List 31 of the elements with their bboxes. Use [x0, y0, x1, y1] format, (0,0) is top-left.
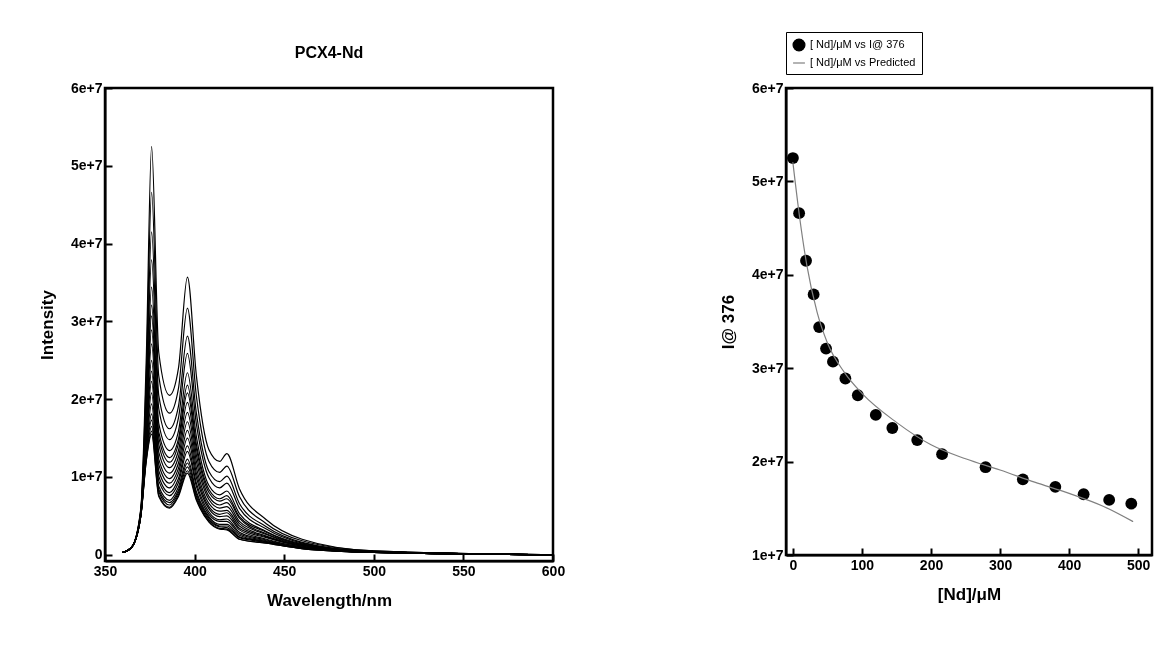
x-axis-title: Wavelength/nm — [267, 590, 392, 610]
x-tick-label: 500 — [362, 562, 387, 579]
y-tick-label: 3e+7 — [70, 312, 103, 329]
legend-label: [ Nd]/μM vs Predicted — [810, 56, 916, 68]
x-tick-label: 400 — [1057, 556, 1082, 573]
chart-title: PCX4-Nd — [294, 44, 364, 61]
x-axis-title: [Nd]/μM — [937, 584, 1002, 604]
y-axis-title: I@ 376 — [718, 294, 738, 350]
y-tick-label: 6e+7 — [70, 79, 103, 96]
y-tick-label: 6e+7 — [751, 79, 784, 96]
y-tick-label: 4e+7 — [70, 235, 103, 252]
legend-label: [ Nd]/μM vs I@ 376 — [810, 38, 905, 50]
x-tick-label: 350 — [93, 562, 118, 579]
x-tick-label: 450 — [273, 562, 297, 579]
y-tick-label: 3e+7 — [751, 359, 784, 376]
y-tick-label: 5e+7 — [751, 172, 784, 189]
y-tick-label: 2e+7 — [70, 390, 103, 407]
y-tick-label: 2e+7 — [751, 453, 784, 470]
y-axis-title: Intensity — [37, 289, 57, 360]
y-tick-label: 5e+7 — [70, 157, 103, 174]
x-tick-label: 550 — [452, 562, 476, 579]
x-tick-label: 300 — [988, 556, 1013, 573]
y-tick-label: 1e+7 — [70, 468, 103, 485]
x-tick-label: 500 — [1127, 556, 1151, 573]
y-tick-label: 1e+7 — [751, 546, 784, 563]
x-tick-label: 600 — [541, 562, 566, 579]
x-tick-label: 400 — [183, 562, 207, 579]
x-tick-label: 100 — [850, 556, 875, 573]
x-tick-label: 200 — [919, 556, 944, 573]
y-tick-label: 4e+7 — [751, 266, 784, 283]
x-tick-label: 0 — [789, 556, 798, 573]
